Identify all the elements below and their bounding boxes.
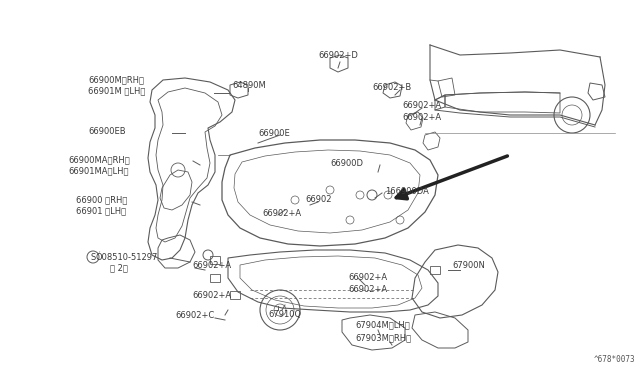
Bar bbox=[210, 256, 220, 264]
Text: 166900DA: 166900DA bbox=[385, 187, 429, 196]
Text: 66902+C: 66902+C bbox=[175, 311, 214, 320]
Text: 66902+D: 66902+D bbox=[318, 51, 358, 60]
Text: 66902+A: 66902+A bbox=[262, 208, 301, 218]
Text: 66900MA〈RH〉: 66900MA〈RH〉 bbox=[68, 155, 130, 164]
Bar bbox=[210, 274, 220, 282]
Text: 〈 2〉: 〈 2〉 bbox=[110, 263, 128, 273]
Text: 66902: 66902 bbox=[305, 196, 332, 205]
Text: 66900D: 66900D bbox=[330, 158, 363, 167]
Text: 67904M〈LH〉: 67904M〈LH〉 bbox=[355, 321, 410, 330]
Text: ^678*0073: ^678*0073 bbox=[593, 355, 635, 364]
Text: 66902+A: 66902+A bbox=[402, 112, 441, 122]
Text: 66902+A: 66902+A bbox=[192, 260, 231, 269]
Text: 67900N: 67900N bbox=[452, 260, 485, 269]
Text: 66900M〈RH〉: 66900M〈RH〉 bbox=[88, 76, 144, 84]
Text: 66900 〈RH〉: 66900 〈RH〉 bbox=[76, 196, 127, 205]
Bar bbox=[430, 266, 440, 274]
Text: Ó08510-51297: Ó08510-51297 bbox=[96, 253, 158, 262]
Text: 67903M〈RH〉: 67903M〈RH〉 bbox=[355, 334, 411, 343]
Text: 66902+A: 66902+A bbox=[348, 273, 387, 282]
Text: 66901 〈LH〉: 66901 〈LH〉 bbox=[76, 206, 126, 215]
Text: 66902+A: 66902+A bbox=[402, 100, 441, 109]
Text: 64890M: 64890M bbox=[232, 81, 266, 90]
Text: 66901MA〈LH〉: 66901MA〈LH〉 bbox=[68, 167, 129, 176]
Text: 66902+A: 66902+A bbox=[348, 285, 387, 295]
Text: 66902+B: 66902+B bbox=[372, 83, 412, 93]
Text: 66901M 〈LH〉: 66901M 〈LH〉 bbox=[88, 87, 145, 96]
Text: 66900EB: 66900EB bbox=[88, 128, 125, 137]
Bar bbox=[230, 291, 240, 299]
Text: S: S bbox=[90, 253, 95, 262]
Text: 66900E: 66900E bbox=[258, 128, 290, 138]
Text: 66902+A: 66902+A bbox=[192, 291, 231, 299]
Text: 67910Q: 67910Q bbox=[268, 311, 301, 320]
